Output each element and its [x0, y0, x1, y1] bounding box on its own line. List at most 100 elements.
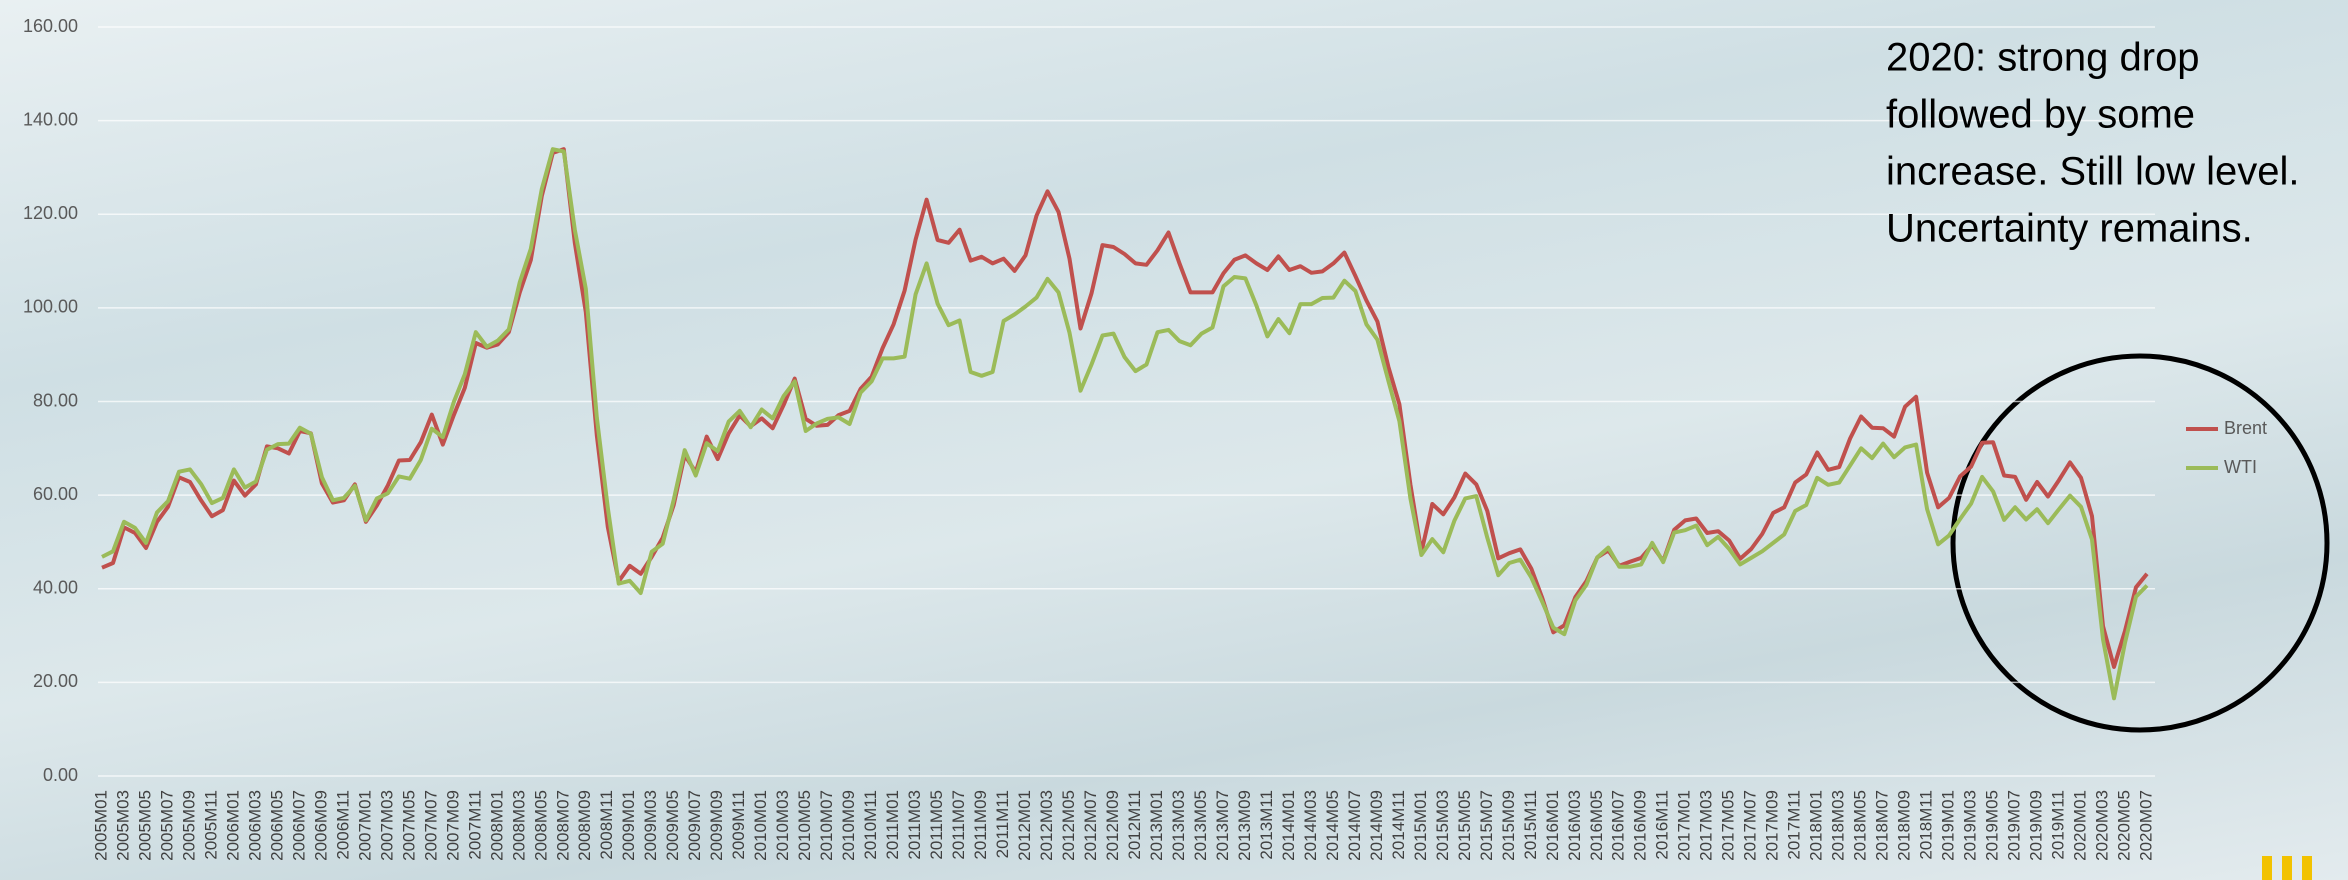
x-tick-label: 2018M05 — [1851, 790, 1870, 861]
annotation-text: followed by some — [1886, 93, 2195, 137]
y-tick-label: 80.00 — [33, 390, 78, 410]
x-tick-label: 2007M01 — [355, 790, 374, 861]
x-tick-label: 2005M09 — [179, 790, 198, 861]
series-line — [101, 147, 2149, 669]
x-tick-label: 2006M07 — [289, 790, 308, 861]
x-tick-label: 2015M07 — [1477, 790, 1496, 861]
x-tick-label: 2020M01 — [2071, 790, 2090, 861]
x-tick-label: 2018M03 — [1829, 790, 1848, 861]
x-tick-label: 2009M07 — [685, 790, 704, 861]
x-tick-label: 2013M03 — [1169, 790, 1188, 861]
y-tick-label: 0.00 — [43, 765, 78, 785]
x-tick-label: 2017M11 — [1785, 790, 1804, 860]
x-tick-label: 2017M09 — [1763, 790, 1782, 861]
x-tick-label: 2014M01 — [1279, 790, 1298, 861]
x-tick-label: 2019M09 — [2027, 790, 2046, 861]
x-tick-label: 2011M11 — [993, 790, 1012, 858]
x-tick-label: 2011M09 — [971, 790, 990, 860]
x-tick-label: 2010M07 — [817, 790, 836, 861]
x-tick-label: 2014M09 — [1367, 790, 1386, 861]
x-tick-label: 2020M07 — [2136, 790, 2155, 861]
x-tick-label: 2011M01 — [883, 790, 902, 860]
x-tick-label: 2014M05 — [1323, 790, 1342, 861]
x-tick-label: 2017M05 — [1719, 790, 1738, 861]
series-line — [101, 147, 2149, 701]
x-tick-label: 2005M11 — [201, 790, 220, 860]
x-tick-label: 2009M11 — [729, 790, 748, 860]
x-tick-label: 2014M03 — [1301, 790, 1320, 861]
x-tick-label: 2019M07 — [2005, 790, 2024, 861]
x-tick-label: 2018M09 — [1895, 790, 1914, 861]
x-tick-label: 2013M09 — [1235, 790, 1254, 861]
x-tick-label: 2020M03 — [2093, 790, 2112, 861]
x-tick-label: 2009M01 — [619, 790, 638, 861]
x-tick-label: 2010M05 — [795, 790, 814, 861]
x-tick-label: 2005M01 — [91, 790, 110, 861]
x-tick-label: 2008M03 — [509, 790, 528, 861]
y-tick-label: 20.00 — [33, 671, 78, 691]
annotation-text: 2020: strong drop — [1886, 36, 2200, 80]
x-tick-label: 2013M07 — [1213, 790, 1232, 861]
x-tick-label: 2012M01 — [1015, 790, 1034, 861]
x-tick-label: 2006M01 — [223, 790, 242, 861]
x-tick-label: 2020M05 — [2114, 790, 2133, 861]
x-tick-label: 2007M05 — [399, 790, 418, 861]
x-tick-label: 2019M11 — [2049, 790, 2068, 860]
x-tick-label: 2014M11 — [1389, 790, 1408, 860]
x-tick-label: 2011M05 — [927, 790, 946, 860]
x-tick-label: 2009M05 — [663, 790, 682, 861]
x-tick-label: 2009M03 — [641, 790, 660, 861]
x-tick-label: 2017M07 — [1741, 790, 1760, 861]
x-tick-label: 2012M07 — [1081, 790, 1100, 861]
logo-bar — [2262, 856, 2272, 880]
x-tick-label: 2016M07 — [1609, 790, 1628, 861]
x-tick-label: 2006M05 — [267, 790, 286, 861]
x-tick-label: 2013M05 — [1191, 790, 1210, 861]
x-tick-label: 2008M11 — [597, 790, 616, 860]
x-tick-label: 2005M05 — [135, 790, 154, 861]
y-tick-label: 40.00 — [33, 578, 78, 598]
x-tick-label: 2007M07 — [421, 790, 440, 861]
x-tick-label: 2006M09 — [311, 790, 330, 861]
x-tick-label: 2012M09 — [1103, 790, 1122, 861]
logo-bar — [2302, 856, 2312, 880]
x-tick-label: 2013M11 — [1257, 790, 1276, 860]
x-tick-label: 2008M09 — [575, 790, 594, 861]
y-tick-label: 60.00 — [33, 484, 78, 504]
x-tick-label: 2007M03 — [377, 790, 396, 861]
x-tick-label: 2011M07 — [949, 790, 968, 860]
x-tick-label: 2008M05 — [531, 790, 550, 861]
logo-bar — [2282, 856, 2292, 880]
x-tick-label: 2006M11 — [333, 790, 352, 860]
x-tick-label: 2008M07 — [553, 790, 572, 861]
x-tick-label: 2009M09 — [707, 790, 726, 861]
highlight-circle — [1950, 353, 2330, 733]
legend-label: Brent — [2224, 418, 2267, 438]
x-tick-label: 2006M03 — [245, 790, 264, 861]
y-tick-label: 160.00 — [23, 16, 78, 36]
x-tick-label: 2010M11 — [861, 790, 880, 860]
y-tick-label: 120.00 — [23, 203, 78, 223]
x-tick-label: 2015M09 — [1499, 790, 1518, 861]
x-tick-label: 2015M05 — [1455, 790, 1474, 861]
x-tick-label: 2016M01 — [1543, 790, 1562, 861]
x-tick-label: 2017M03 — [1697, 790, 1716, 861]
x-tick-label: 2007M11 — [465, 790, 484, 860]
y-tick-label: 140.00 — [23, 109, 78, 129]
x-tick-label: 2017M01 — [1675, 790, 1694, 861]
x-tick-label: 2014M07 — [1345, 790, 1364, 861]
x-tick-label: 2016M03 — [1565, 790, 1584, 861]
x-tick-label: 2019M01 — [1939, 790, 1958, 861]
x-tick-label: 2012M05 — [1059, 790, 1078, 861]
x-tick-label: 2005M07 — [157, 790, 176, 861]
x-tick-label: 2019M03 — [1961, 790, 1980, 861]
x-tick-label: 2015M11 — [1521, 790, 1540, 860]
x-tick-label: 2010M03 — [773, 790, 792, 861]
annotation-text: Uncertainty remains. — [1886, 207, 2253, 251]
x-tick-label: 2016M11 — [1653, 790, 1672, 860]
x-tick-label: 2007M09 — [443, 790, 462, 861]
x-tick-label: 2010M01 — [751, 790, 770, 861]
x-tick-label: 2016M05 — [1587, 790, 1606, 861]
y-tick-label: 100.00 — [23, 297, 78, 317]
